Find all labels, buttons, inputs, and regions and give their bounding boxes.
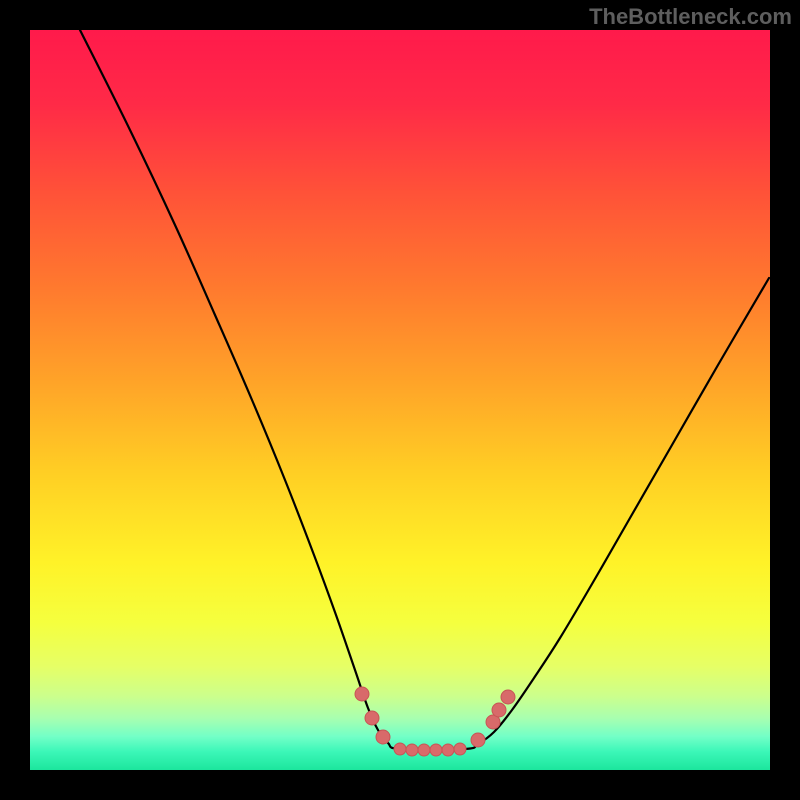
marker-dot xyxy=(394,743,406,755)
marker-dot xyxy=(430,744,442,756)
marker-dot xyxy=(501,690,515,704)
marker-dot xyxy=(376,730,390,744)
marker-dot xyxy=(471,733,485,747)
marker-dot xyxy=(492,703,506,717)
marker-dot xyxy=(442,744,454,756)
marker-dot xyxy=(355,687,369,701)
marker-dot xyxy=(406,744,418,756)
plot-background xyxy=(30,30,770,770)
marker-dot xyxy=(365,711,379,725)
heatmap-v-curve-chart xyxy=(0,0,800,800)
watermark-text: TheBottleneck.com xyxy=(589,4,792,30)
marker-dot xyxy=(454,743,466,755)
marker-dot xyxy=(418,744,430,756)
chart-container: TheBottleneck.com xyxy=(0,0,800,800)
